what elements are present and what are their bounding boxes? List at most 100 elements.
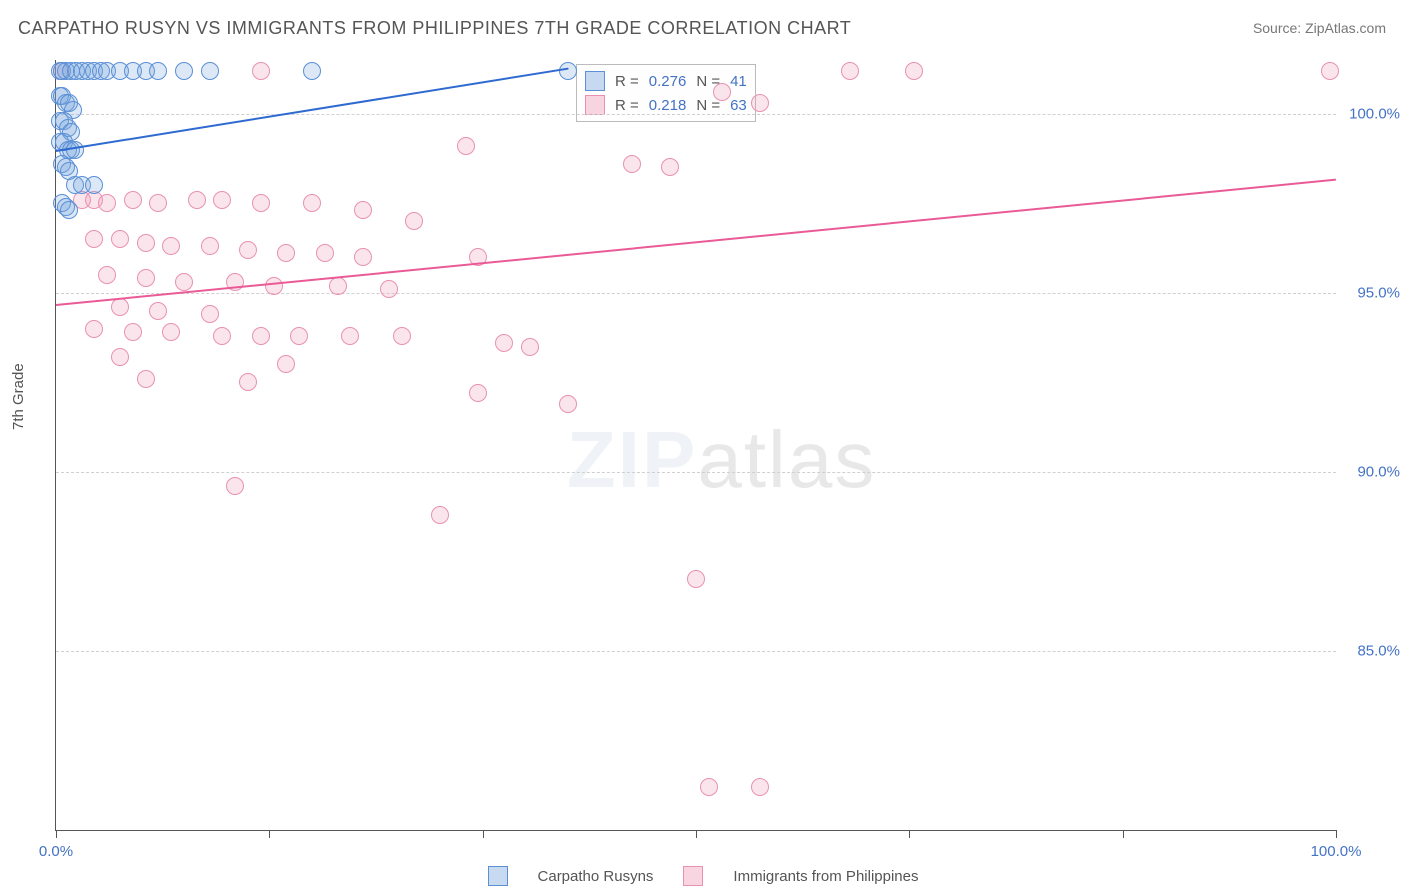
watermark-zip: ZIP [567, 415, 697, 504]
data-point [60, 201, 78, 219]
data-point [393, 327, 411, 345]
legend-swatch-pink [683, 866, 703, 886]
data-point [137, 370, 155, 388]
data-point [380, 280, 398, 298]
data-point [137, 269, 155, 287]
plot-area: ZIPatlas R = 0.276 N = 41 R = 0.218 N = … [55, 60, 1336, 831]
gridline [56, 651, 1336, 652]
gridline [56, 472, 1336, 473]
data-point [751, 94, 769, 112]
data-point [303, 62, 321, 80]
data-point [85, 230, 103, 248]
data-point [559, 395, 577, 413]
watermark: ZIPatlas [567, 414, 876, 506]
stat-r-pink: 0.218 [649, 97, 687, 114]
data-point [201, 62, 219, 80]
data-point [213, 327, 231, 345]
data-point [469, 384, 487, 402]
data-point [252, 62, 270, 80]
y-axis-label: 7th Grade [10, 363, 27, 430]
legend-label-blue: Carpatho Rusyns [538, 868, 654, 885]
data-point [111, 348, 129, 366]
data-point [751, 778, 769, 796]
data-point [1321, 62, 1339, 80]
data-point [687, 570, 705, 588]
xtick [56, 830, 57, 838]
data-point [905, 62, 923, 80]
data-point [457, 137, 475, 155]
data-point [290, 327, 308, 345]
trend-line [56, 67, 568, 151]
legend-swatch-blue [488, 866, 508, 886]
ytick-label: 85.0% [1340, 642, 1400, 659]
data-point [111, 230, 129, 248]
data-point [252, 194, 270, 212]
watermark-atlas: atlas [697, 415, 876, 504]
swatch-blue [585, 71, 605, 91]
data-point [175, 62, 193, 80]
source-label: Source: ZipAtlas.com [1253, 20, 1386, 36]
xtick [483, 830, 484, 838]
legend-label-pink: Immigrants from Philippines [733, 868, 918, 885]
ytick-label: 100.0% [1340, 105, 1400, 122]
stat-r-label: R = [615, 73, 639, 90]
data-point [495, 334, 513, 352]
bottom-legend: Carpatho Rusyns Immigrants from Philippi… [0, 866, 1406, 886]
data-point [149, 62, 167, 80]
data-point [98, 194, 116, 212]
xtick [909, 830, 910, 838]
data-point [354, 201, 372, 219]
gridline [56, 114, 1336, 115]
swatch-pink [585, 95, 605, 115]
data-point [175, 273, 193, 291]
data-point [713, 83, 731, 101]
ytick-label: 90.0% [1340, 463, 1400, 480]
data-point [85, 320, 103, 338]
xtick-label: 100.0% [1311, 843, 1362, 860]
xtick [696, 830, 697, 838]
data-point [149, 194, 167, 212]
stat-n-blue: 41 [730, 73, 747, 90]
data-point [841, 62, 859, 80]
data-point [239, 373, 257, 391]
data-point [239, 241, 257, 259]
data-point [316, 244, 334, 262]
data-point [226, 477, 244, 495]
data-point [98, 266, 116, 284]
data-point [661, 158, 679, 176]
gridline [56, 293, 1336, 294]
data-point [303, 194, 321, 212]
data-point [265, 277, 283, 295]
data-point [85, 176, 103, 194]
data-point [277, 355, 295, 373]
data-point [431, 506, 449, 524]
data-point [252, 327, 270, 345]
chart-title: CARPATHO RUSYN VS IMMIGRANTS FROM PHILIP… [18, 18, 851, 39]
data-point [559, 62, 577, 80]
data-point [213, 191, 231, 209]
data-point [201, 305, 219, 323]
data-point [405, 212, 423, 230]
data-point [149, 302, 167, 320]
data-point [162, 237, 180, 255]
data-point [277, 244, 295, 262]
data-point [162, 323, 180, 341]
xtick-label: 0.0% [39, 843, 73, 860]
data-point [329, 277, 347, 295]
data-point [341, 327, 359, 345]
data-point [111, 298, 129, 316]
data-point [623, 155, 641, 173]
stat-r-label: R = [615, 97, 639, 114]
xtick [1336, 830, 1337, 838]
data-point [201, 237, 219, 255]
data-point [700, 778, 718, 796]
stat-r-blue: 0.276 [649, 73, 687, 90]
stat-n-pink: 63 [730, 97, 747, 114]
xtick [1123, 830, 1124, 838]
ytick-label: 95.0% [1340, 284, 1400, 301]
data-point [188, 191, 206, 209]
data-point [124, 323, 142, 341]
data-point [521, 338, 539, 356]
data-point [124, 191, 142, 209]
data-point [137, 234, 155, 252]
